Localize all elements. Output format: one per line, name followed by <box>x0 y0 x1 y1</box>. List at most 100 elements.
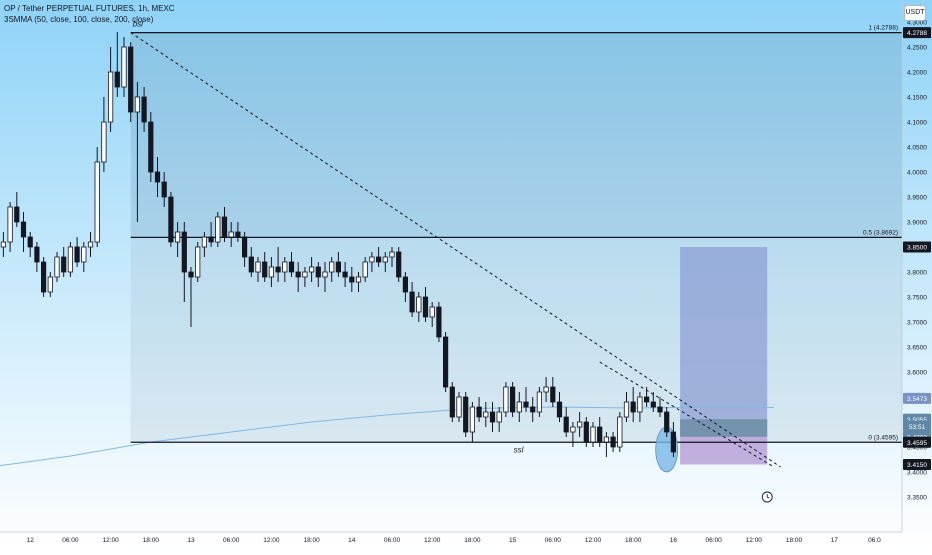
candle[interactable] <box>650 401 656 408</box>
candle[interactable] <box>496 411 502 423</box>
candle[interactable] <box>195 246 201 278</box>
candle[interactable] <box>469 406 476 433</box>
candle[interactable] <box>161 181 167 198</box>
candle[interactable] <box>349 276 355 283</box>
candle[interactable] <box>282 261 288 273</box>
candle[interactable] <box>389 251 395 258</box>
candle[interactable] <box>61 256 67 273</box>
candle[interactable] <box>329 261 335 273</box>
candle[interactable] <box>241 236 248 258</box>
currency-button[interactable]: USDT <box>904 5 926 21</box>
candle[interactable] <box>87 241 94 248</box>
candle[interactable] <box>121 46 127 88</box>
position-stop-zone[interactable] <box>680 436 768 465</box>
candle[interactable] <box>623 401 630 418</box>
candle[interactable] <box>422 296 429 318</box>
candle[interactable] <box>54 256 60 278</box>
candle[interactable] <box>108 71 114 123</box>
candle[interactable] <box>516 401 522 413</box>
candle[interactable] <box>215 216 221 243</box>
candle[interactable] <box>355 276 362 283</box>
candle[interactable] <box>416 296 422 313</box>
candle[interactable] <box>644 396 650 403</box>
candle[interactable] <box>523 401 529 408</box>
candle[interactable] <box>543 386 549 393</box>
candle[interactable] <box>556 401 563 418</box>
candle[interactable] <box>308 266 315 273</box>
candle[interactable] <box>315 266 321 278</box>
candle[interactable] <box>436 306 442 338</box>
candle[interactable] <box>181 231 187 273</box>
candle[interactable] <box>429 306 435 318</box>
candle[interactable] <box>483 411 489 418</box>
candle[interactable] <box>530 406 536 413</box>
candle[interactable] <box>34 246 40 263</box>
candle[interactable] <box>583 421 589 443</box>
candle[interactable] <box>228 231 234 238</box>
candle[interactable] <box>322 271 328 278</box>
candle[interactable] <box>114 71 120 88</box>
candle[interactable] <box>503 386 509 413</box>
candle[interactable] <box>248 256 254 273</box>
candle[interactable] <box>67 246 73 273</box>
candle[interactable] <box>235 231 241 238</box>
candle[interactable] <box>536 391 543 413</box>
candle[interactable] <box>74 246 80 263</box>
candle[interactable] <box>168 196 174 243</box>
candle[interactable] <box>375 256 382 263</box>
candle[interactable] <box>262 261 268 278</box>
candle[interactable] <box>442 336 449 388</box>
position-target-zone[interactable] <box>680 247 768 437</box>
trendline[interactable] <box>130 32 781 468</box>
candle[interactable] <box>154 171 161 183</box>
candle[interactable] <box>302 271 308 278</box>
candle[interactable] <box>657 406 663 413</box>
position-entry-zone[interactable] <box>680 419 768 437</box>
candle[interactable] <box>563 416 569 433</box>
candle[interactable] <box>590 426 596 443</box>
candle[interactable] <box>141 96 147 123</box>
candle[interactable] <box>402 276 409 293</box>
candle[interactable] <box>603 436 610 443</box>
trendline[interactable] <box>599 361 775 468</box>
candle[interactable] <box>369 256 375 263</box>
candle[interactable] <box>382 256 388 263</box>
candle[interactable] <box>288 261 295 273</box>
candle[interactable] <box>630 401 636 413</box>
candle[interactable] <box>335 261 342 273</box>
candle[interactable] <box>550 386 556 403</box>
candle[interactable] <box>14 206 20 223</box>
candle[interactable] <box>7 206 13 243</box>
candle[interactable] <box>148 121 154 173</box>
candle[interactable] <box>570 426 576 433</box>
candle[interactable] <box>201 236 207 248</box>
candle[interactable] <box>27 236 33 248</box>
candle[interactable] <box>362 261 368 278</box>
candle[interactable] <box>577 421 583 428</box>
candle[interactable] <box>208 236 214 243</box>
candle[interactable] <box>670 431 677 453</box>
candle[interactable] <box>489 411 496 423</box>
candle[interactable] <box>463 396 469 433</box>
candle[interactable] <box>221 216 228 238</box>
candle[interactable] <box>664 411 670 433</box>
candle[interactable] <box>255 261 261 273</box>
candle[interactable] <box>476 406 482 418</box>
candle[interactable] <box>101 121 107 163</box>
candle[interactable] <box>342 271 348 278</box>
candle[interactable] <box>94 161 100 243</box>
candle[interactable] <box>597 426 603 443</box>
candle[interactable] <box>81 246 87 263</box>
candle[interactable] <box>409 291 415 313</box>
candle[interactable] <box>295 271 301 278</box>
candle[interactable] <box>617 416 623 448</box>
candle[interactable] <box>188 271 194 278</box>
candle[interactable] <box>20 221 27 238</box>
candle[interactable] <box>134 96 140 113</box>
candle[interactable] <box>456 396 462 418</box>
candle[interactable] <box>637 396 643 413</box>
candle[interactable] <box>0 241 7 248</box>
candle[interactable] <box>509 386 516 413</box>
